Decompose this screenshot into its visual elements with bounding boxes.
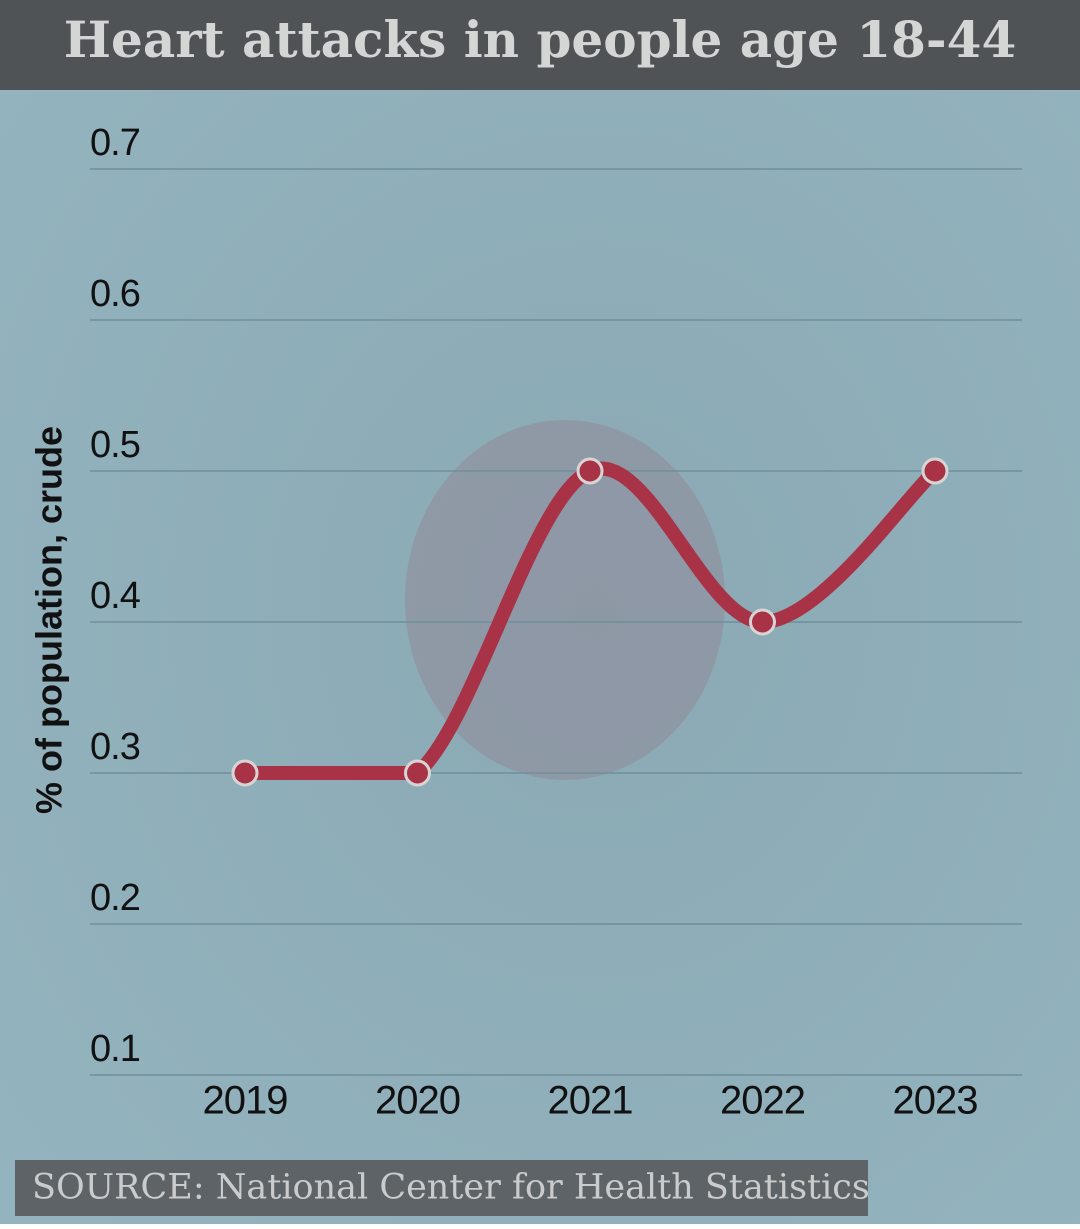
x-tick-label: 2022	[720, 1079, 805, 1123]
marker	[404, 759, 431, 787]
source: SOURCE: National Center for Health Stati…	[32, 1168, 870, 1208]
plot	[231, 457, 949, 787]
background-blur	[405, 420, 725, 780]
x-tick-label: 2020	[375, 1079, 460, 1123]
y-tick-label: 0.3	[90, 726, 140, 768]
marker	[921, 457, 949, 485]
x-tick-label: 2021	[548, 1079, 633, 1123]
marker	[231, 759, 259, 787]
y-tick-label: 0.5	[90, 424, 140, 466]
y-tick-label: 0.7	[90, 122, 140, 164]
marker	[749, 608, 776, 636]
x-tick-label: 2023	[893, 1079, 978, 1123]
y-axis-label: % of population, crude	[29, 426, 70, 814]
chart-title: Heart attacks in people age 18-44	[64, 10, 1016, 69]
y-tick-label: 0.6	[90, 273, 140, 315]
title-bar	[0, 0, 1080, 90]
y-tick-label: 0.1	[90, 1028, 140, 1070]
source-box	[15, 1160, 868, 1216]
y-tick-label: 0.2	[90, 877, 140, 919]
marker	[576, 457, 604, 485]
y-tick-label: 0.4	[90, 575, 141, 617]
grid: 0.1 0.2 0.3 0.4 0.5 0.6 0.7 2019 2020 2021 2022 202…	[90, 122, 1022, 1123]
x-tick-label: 2019	[203, 1079, 288, 1123]
